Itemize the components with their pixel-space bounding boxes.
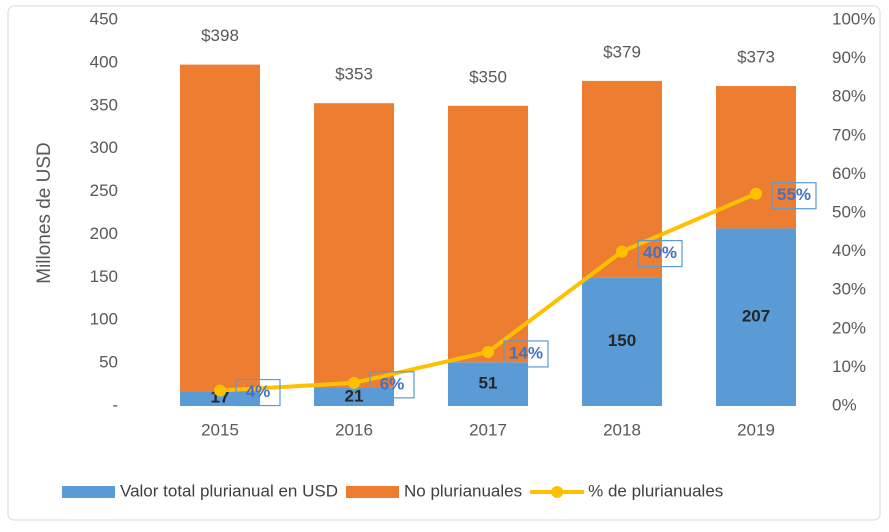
y-tick-label: 200: [90, 224, 118, 243]
line-value-label: 4%: [246, 382, 271, 401]
x-tick-label: 2015: [201, 420, 239, 439]
line-value-label: 55%: [777, 185, 811, 204]
line-marker: [348, 376, 360, 389]
y2-tick-label: 30%: [832, 280, 866, 299]
data-label-box: [637, 240, 683, 268]
bar-value-label: 51: [479, 374, 498, 393]
legend-label: No plurianuales: [404, 481, 522, 500]
y2-tick-label: 60%: [832, 164, 866, 183]
bar-segment: [582, 277, 662, 406]
y2-tick-label: 0%: [832, 395, 857, 414]
bar-segment: [448, 362, 528, 406]
bar-value-label: 150: [608, 331, 636, 350]
bar-value-label: 207: [742, 307, 770, 326]
legend-label: Valor total plurianual en USD: [120, 481, 338, 500]
y-tick-label: 350: [90, 95, 118, 114]
data-label-box: [235, 378, 281, 407]
data-label-box: [503, 340, 549, 368]
x-tick-label: 2018: [603, 420, 641, 439]
line-marker: [750, 187, 762, 200]
y-tick-label: 150: [90, 267, 118, 286]
y-tick-label: 400: [90, 52, 118, 71]
bar-segment: [180, 391, 260, 406]
y2-tick-label: 100%: [832, 9, 875, 28]
y-tick-label: 450: [90, 9, 118, 28]
bar-segment: [180, 64, 260, 392]
x-tick-label: 2017: [469, 420, 507, 439]
data-label-box: [369, 371, 415, 399]
y2-tick-label: 70%: [832, 125, 866, 144]
total-label: $350: [469, 67, 507, 86]
line-value-label: 6%: [380, 374, 405, 393]
bar-segment: [448, 105, 528, 363]
total-label: $398: [201, 26, 239, 45]
bar-segment: [314, 387, 394, 406]
total-label: $373: [737, 48, 775, 67]
data-label-box: [771, 182, 817, 210]
y-axis-title: Millones de USD: [34, 142, 55, 284]
total-label: $353: [335, 65, 373, 84]
legend-swatch: [62, 486, 115, 498]
bar-segment: [716, 228, 796, 406]
y-tick-label: 300: [90, 138, 118, 157]
legend-label: % de plurianuales: [588, 481, 723, 500]
line-marker: [482, 345, 494, 358]
total-label: $379: [603, 42, 641, 61]
y-tick-label: 250: [90, 181, 118, 200]
line-marker: [616, 245, 628, 258]
line-value-label: 40%: [643, 243, 677, 262]
y-tick-label: 50: [99, 353, 118, 372]
y2-tick-label: 50%: [832, 202, 866, 221]
y2-tick-label: 90%: [832, 48, 866, 67]
y-tick-label: 100: [90, 310, 118, 329]
bar-value-label: 21: [345, 386, 364, 405]
bar-segment: [582, 80, 662, 278]
y2-tick-label: 40%: [832, 241, 866, 260]
y2-tick-label: 20%: [832, 318, 866, 337]
y2-tick-label: 10%: [832, 357, 866, 376]
line-value-label: 14%: [509, 343, 543, 362]
x-tick-label: 2016: [335, 420, 373, 439]
y2-tick-label: 80%: [832, 87, 866, 106]
x-tick-label: 2019: [737, 420, 775, 439]
legend-swatch: [551, 486, 564, 498]
y-tick-label: -: [112, 395, 118, 414]
line-marker: [214, 384, 226, 397]
bar-segment: [314, 103, 394, 388]
legend-swatch: [345, 486, 399, 498]
